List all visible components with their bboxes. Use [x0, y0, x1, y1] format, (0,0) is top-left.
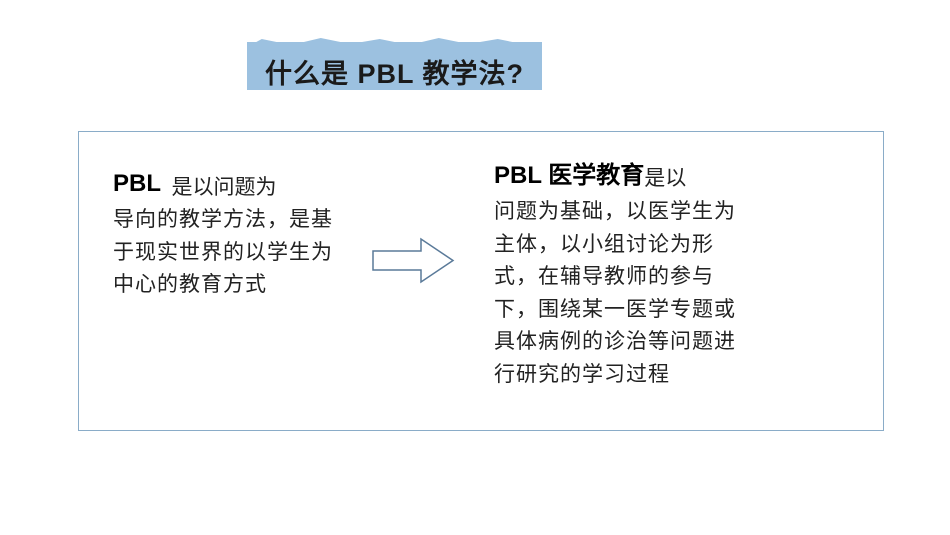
left-heading-row: PBL 是以问题为	[113, 170, 353, 198]
right-heading-row: PBL 医学教育 是以	[494, 155, 752, 190]
right-heading: PBL 医学教育	[494, 155, 644, 190]
left-body-text: 导向的教学方法，是基于现实世界的以学生为中心的教育方式	[113, 204, 353, 302]
arrow-icon	[371, 237, 456, 284]
right-lead-text: 是以	[644, 168, 686, 190]
right-body-text: 问题为基础，以医学生为主体，以小组讨论为形式，在辅导教师的参与下，围绕某一医学专…	[494, 196, 752, 391]
right-text-block: PBL 医学教育 是以 问题为基础，以医学生为主体，以小组讨论为形式，在辅导教师…	[494, 155, 752, 391]
slide-title: 什么是 PBL 教学法?	[255, 50, 534, 93]
right-arrow-shape	[373, 239, 453, 282]
left-heading: PBL	[113, 170, 161, 197]
left-text-block: PBL 是以问题为 导向的教学方法，是基于现实世界的以学生为中心的教育方式	[113, 170, 353, 302]
left-lead-text: 是以问题为	[171, 177, 276, 198]
slide-title-container: 什么是 PBL 教学法?	[255, 50, 534, 93]
